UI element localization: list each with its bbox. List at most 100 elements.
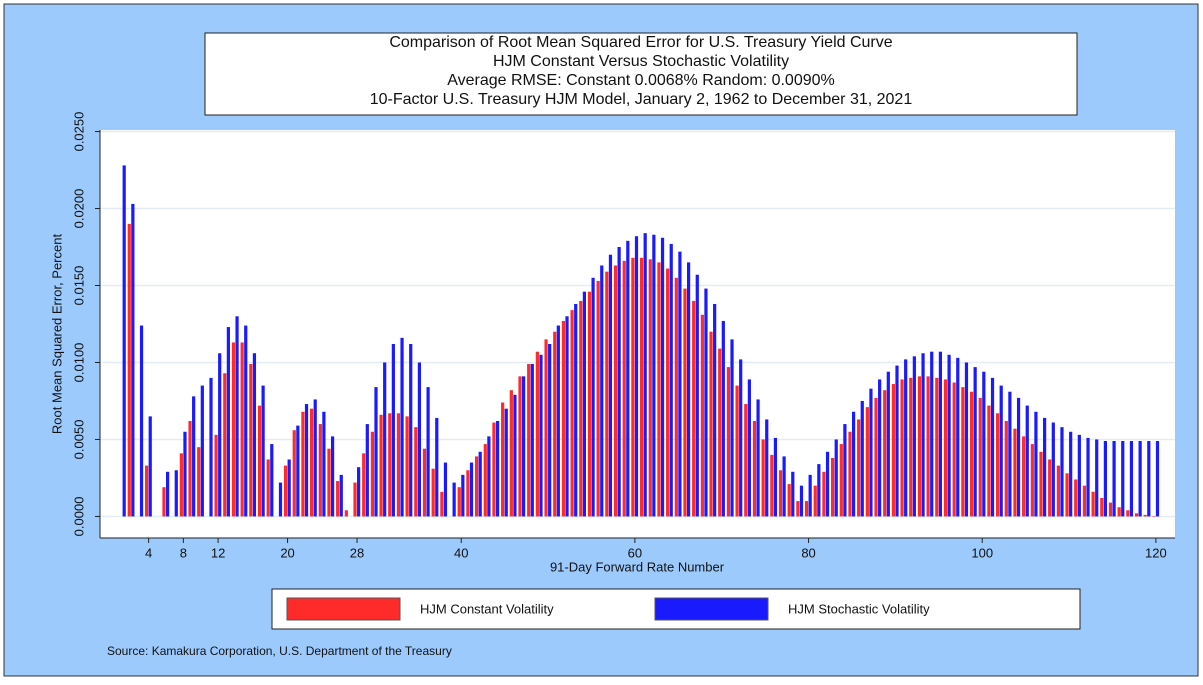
bar bbox=[218, 353, 222, 517]
bar bbox=[461, 474, 465, 517]
bar bbox=[825, 451, 830, 517]
bar bbox=[162, 487, 166, 517]
bar bbox=[1138, 441, 1142, 517]
bar bbox=[982, 371, 986, 517]
bar bbox=[1034, 411, 1038, 517]
bar bbox=[778, 470, 783, 517]
bar bbox=[704, 288, 708, 517]
bar bbox=[370, 431, 374, 517]
bar bbox=[414, 427, 418, 517]
bar bbox=[1108, 502, 1113, 517]
bar bbox=[660, 237, 665, 517]
bar bbox=[700, 314, 704, 517]
bar bbox=[1112, 441, 1116, 517]
bar bbox=[961, 387, 965, 517]
bar bbox=[1103, 441, 1107, 517]
source-note: Source: Kamakura Corporation, U.S. Depar… bbox=[107, 644, 452, 658]
bar bbox=[730, 339, 734, 517]
bar bbox=[613, 265, 618, 517]
bar bbox=[1100, 497, 1104, 517]
bar bbox=[622, 260, 626, 517]
bar bbox=[362, 453, 366, 517]
bar bbox=[509, 390, 513, 517]
bar bbox=[909, 377, 913, 517]
bar bbox=[409, 344, 413, 517]
bar bbox=[440, 491, 444, 517]
bar bbox=[1091, 491, 1095, 517]
bar bbox=[883, 390, 887, 517]
bar bbox=[895, 365, 899, 517]
bar bbox=[183, 431, 187, 517]
bar bbox=[495, 420, 500, 517]
bar bbox=[318, 424, 322, 517]
bar bbox=[605, 271, 609, 517]
bar bbox=[652, 234, 656, 517]
bar bbox=[938, 351, 943, 517]
bar bbox=[357, 467, 361, 517]
bar bbox=[530, 364, 534, 517]
bar bbox=[474, 456, 479, 517]
bar bbox=[791, 471, 795, 517]
bar bbox=[978, 397, 982, 517]
bar bbox=[365, 424, 369, 517]
legend-swatch bbox=[286, 597, 401, 621]
bar bbox=[579, 300, 583, 517]
bar bbox=[831, 457, 835, 517]
bar bbox=[165, 471, 170, 517]
legend-label: HJM Stochastic Volatility bbox=[788, 601, 930, 616]
bar bbox=[851, 411, 856, 517]
bar bbox=[400, 337, 404, 517]
y-tick-label: 0.0000 bbox=[71, 497, 86, 537]
bar bbox=[379, 414, 383, 517]
bar bbox=[1008, 391, 1012, 517]
bar bbox=[643, 233, 647, 517]
bar bbox=[843, 424, 847, 517]
bar bbox=[839, 444, 843, 517]
bar bbox=[1039, 451, 1043, 517]
bar bbox=[878, 379, 882, 517]
bar bbox=[900, 379, 904, 517]
bar bbox=[935, 377, 939, 517]
bar bbox=[330, 436, 335, 517]
bar bbox=[787, 484, 791, 517]
bar bbox=[553, 331, 557, 517]
bar bbox=[535, 351, 539, 517]
bar bbox=[1126, 510, 1130, 517]
x-axis-label: 91-Day Forward Rate Number bbox=[550, 559, 725, 574]
bar bbox=[327, 448, 331, 517]
bar bbox=[1155, 441, 1160, 517]
legend-swatch bbox=[654, 597, 769, 621]
bar bbox=[770, 454, 774, 517]
bar bbox=[848, 431, 852, 517]
bar bbox=[747, 379, 751, 517]
bar bbox=[443, 462, 448, 517]
bar bbox=[374, 387, 378, 517]
bar bbox=[921, 353, 925, 517]
bar bbox=[739, 359, 743, 517]
bar bbox=[257, 405, 262, 517]
bar bbox=[131, 203, 135, 517]
bar bbox=[518, 376, 522, 517]
bar bbox=[648, 259, 652, 517]
x-tick-label: 8 bbox=[180, 545, 187, 560]
bar bbox=[709, 331, 713, 517]
bar bbox=[857, 419, 861, 517]
bar bbox=[964, 362, 969, 517]
bar bbox=[292, 430, 296, 517]
bar bbox=[313, 399, 317, 517]
bar bbox=[995, 413, 1000, 517]
bar bbox=[891, 384, 895, 517]
bar bbox=[192, 396, 196, 517]
bar bbox=[1095, 439, 1099, 517]
bar bbox=[122, 165, 126, 517]
bar bbox=[1030, 444, 1034, 517]
bar bbox=[287, 459, 291, 517]
bar bbox=[1082, 485, 1087, 517]
bar bbox=[405, 416, 409, 517]
bar bbox=[582, 291, 586, 517]
bar bbox=[223, 373, 227, 517]
bar bbox=[226, 327, 230, 517]
bar bbox=[973, 367, 977, 517]
